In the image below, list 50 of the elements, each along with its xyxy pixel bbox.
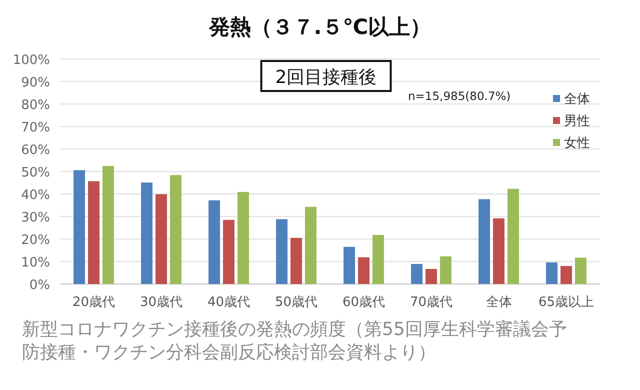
bar [493, 218, 504, 284]
bar [411, 264, 423, 284]
bar [546, 262, 558, 284]
x-tick-label: 20歳代 [72, 295, 116, 310]
legend-label: 男性 [564, 114, 590, 129]
text: 新型コロナワクチン接種後の発熱の頻度（第55回厚生科学審議会予防接種・ワクチン分科会副反応検討部会資料より） [22, 318, 568, 364]
bar [358, 257, 370, 284]
x-tick-label: 65歳以上 [538, 295, 594, 310]
y-tick-label: 70% [21, 120, 50, 136]
bar [88, 181, 100, 284]
bar [74, 170, 86, 284]
y-tick-label: 10% [21, 256, 50, 270]
bar [208, 200, 220, 284]
bar [223, 220, 234, 284]
y-tick-label: 20% [21, 233, 50, 248]
annotation: n=15,985(80.7%) [408, 89, 511, 103]
chart-title: 発熱（３７.５℃以上） [208, 15, 432, 39]
bar [290, 238, 302, 284]
y-tick-label: 90% [21, 76, 50, 90]
bar [170, 175, 182, 284]
bar [141, 182, 153, 284]
x-tick-label: 30歳代 [140, 295, 183, 310]
x-tick-label: 全体 [486, 295, 512, 310]
bar [156, 194, 167, 284]
x-tick-label: 50歳代 [274, 295, 318, 310]
bar [344, 246, 356, 284]
bar [574, 258, 586, 284]
bar [304, 206, 316, 284]
bar [560, 266, 572, 284]
y-tick-label: 80% [21, 98, 50, 113]
y-tick-label: 40% [21, 188, 50, 203]
bar [440, 256, 452, 284]
bar [102, 166, 114, 284]
annotation: 2回目接種後 [275, 67, 377, 88]
bar [478, 199, 490, 284]
bar [237, 192, 249, 284]
legend-label: 全体 [564, 92, 590, 107]
x-tick-label: 70歳代 [410, 295, 453, 310]
y-tick-label: 100% [12, 53, 50, 68]
y-tick-label: 0% [29, 278, 50, 293]
x-tick-label: 60歳代 [342, 295, 386, 310]
bar [372, 234, 384, 284]
bar [507, 188, 519, 284]
y-tick-label: 60% [21, 143, 50, 158]
y-tick-label: 50% [21, 166, 50, 180]
bar [426, 268, 437, 284]
x-tick-label: 40歳代 [207, 295, 250, 310]
legend-label: 女性 [564, 136, 590, 151]
bar [276, 219, 288, 284]
y-tick-label: 30% [21, 210, 50, 226]
